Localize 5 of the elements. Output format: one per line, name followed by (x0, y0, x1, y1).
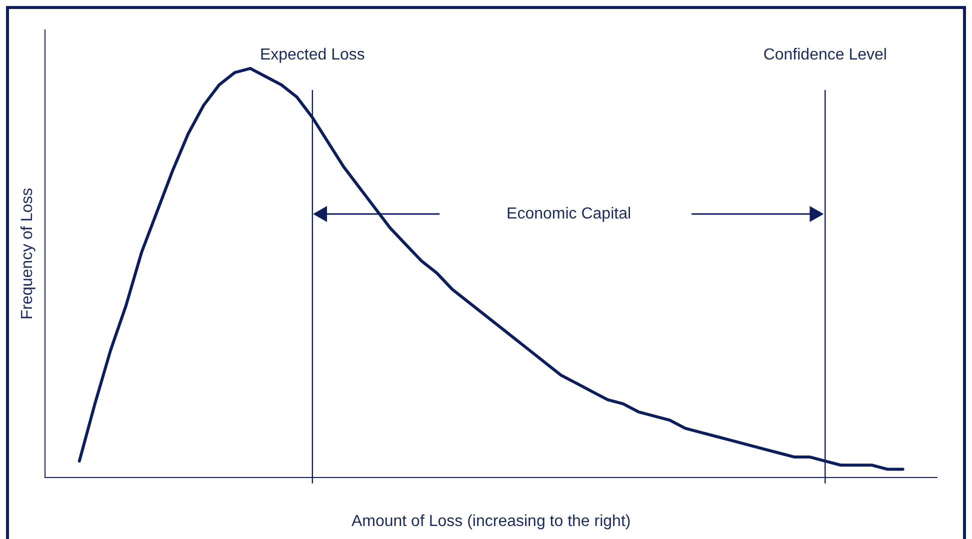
annotation: Economic Capital (506, 205, 632, 222)
x-axis-title: Amount of Loss (increasing to the right) (351, 512, 631, 530)
text: Confidence Level (763, 46, 887, 64)
text: Expected Loss (260, 46, 365, 64)
y-axis-title: Frequency of Loss (19, 188, 36, 320)
